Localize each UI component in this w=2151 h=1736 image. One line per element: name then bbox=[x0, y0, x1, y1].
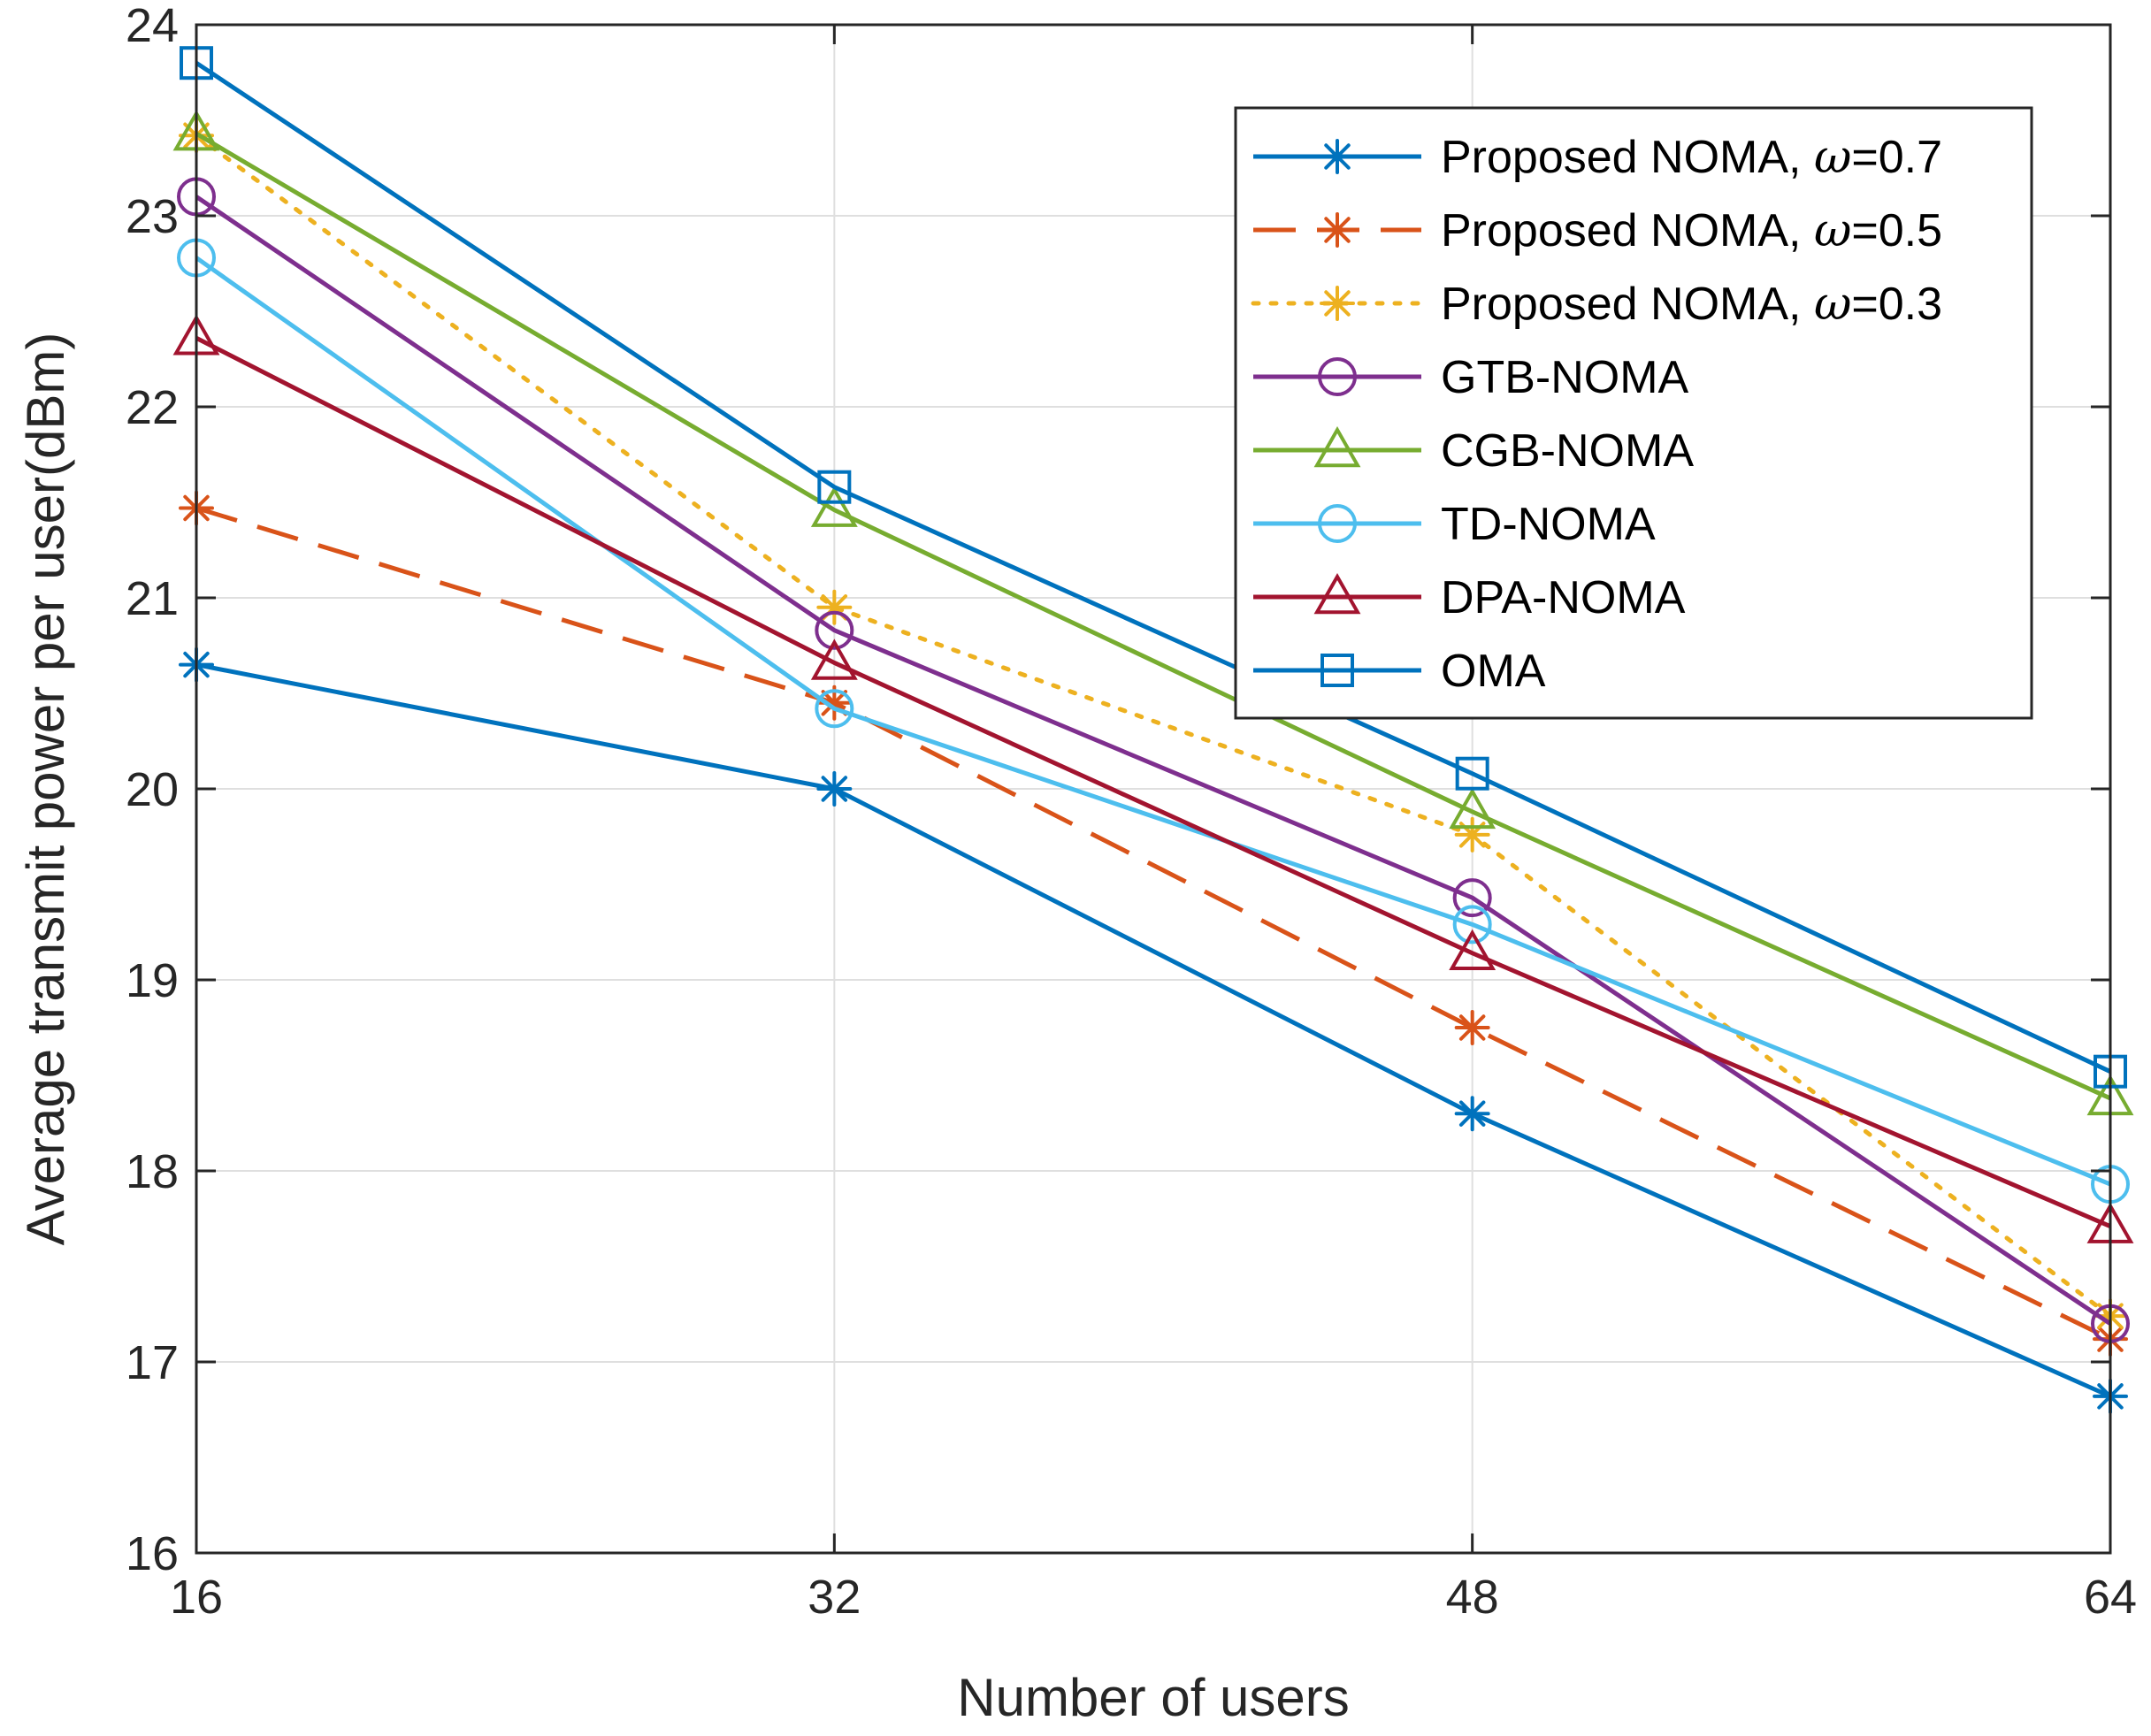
legend-item: TD-NOMA bbox=[1253, 499, 1656, 550]
data-point-marker bbox=[815, 610, 854, 650]
marker-stroke bbox=[1324, 143, 1351, 170]
data-point-marker bbox=[1454, 1010, 1490, 1045]
legend-label-text: GTB-NOMA bbox=[1441, 352, 1689, 403]
legend-marker bbox=[1318, 357, 1357, 396]
y-tick-label: 17 bbox=[126, 1336, 179, 1389]
marker-stroke bbox=[1458, 1100, 1486, 1127]
y-axis-label: Average transmit power per user(dBm) bbox=[16, 333, 75, 1246]
data-point-marker bbox=[1454, 816, 1490, 853]
x-tick-label: 64 bbox=[2084, 1571, 2137, 1624]
legend-label: OMA bbox=[1441, 646, 1546, 697]
series-line bbox=[195, 336, 2111, 1228]
y-tick-label: 24 bbox=[126, 0, 179, 52]
data-point-marker bbox=[815, 689, 854, 729]
legend-item: Proposed NOMA, ω=0.5 bbox=[1253, 204, 1942, 257]
data-point-marker bbox=[1452, 905, 1492, 944]
data-point-marker bbox=[1454, 1096, 1490, 1132]
marker-stroke bbox=[1324, 290, 1351, 317]
legend-label-text: TD-NOMA bbox=[1441, 499, 1656, 550]
y-tick-label: 16 bbox=[126, 1527, 179, 1580]
legend-box bbox=[1234, 106, 2033, 720]
legend-item: CGB-NOMA bbox=[1253, 425, 1694, 477]
legend-label-text: Proposed NOMA, bbox=[1441, 205, 1814, 256]
series-line bbox=[195, 256, 2111, 1187]
marker-stroke bbox=[821, 690, 848, 716]
data-point-marker bbox=[1452, 878, 1492, 918]
y-tick-label: 21 bbox=[126, 572, 179, 625]
legend-marker bbox=[1320, 654, 1354, 687]
legend-label-suffix: =0.7 bbox=[1851, 132, 1942, 183]
legend-marker bbox=[1320, 212, 1355, 248]
series-line bbox=[195, 195, 2112, 1326]
legend-label: CGB-NOMA bbox=[1441, 425, 1694, 477]
legend-label-text: OMA bbox=[1441, 646, 1546, 697]
legend-marker bbox=[1320, 286, 1355, 321]
x-tick-label: 32 bbox=[808, 1571, 861, 1624]
series-line bbox=[195, 662, 2112, 1399]
legend-item: DPA-NOMA bbox=[1253, 572, 1686, 623]
legend-label: GTB-NOMA bbox=[1441, 352, 1689, 403]
data-point-marker bbox=[810, 486, 858, 527]
series-line bbox=[195, 506, 2112, 1342]
series-line bbox=[195, 61, 2112, 1074]
marker-stroke bbox=[821, 776, 848, 802]
legend-label: DPA-NOMA bbox=[1441, 572, 1686, 623]
legend-label-text: Proposed NOMA, bbox=[1441, 132, 1814, 183]
legend-marker bbox=[1320, 139, 1355, 174]
y-tick-label: 18 bbox=[126, 1145, 179, 1198]
legend-label-text: CGB-NOMA bbox=[1441, 425, 1694, 477]
legend-label: Proposed NOMA, ω=0.7 bbox=[1441, 131, 1942, 184]
legend-item: OMA bbox=[1253, 646, 1546, 697]
legend-label-symbol: ω bbox=[1814, 204, 1851, 257]
legend-label: Proposed NOMA, ω=0.3 bbox=[1441, 278, 1942, 331]
y-tick-label: 22 bbox=[126, 381, 179, 434]
legend-item: Proposed NOMA, ω=0.7 bbox=[1253, 131, 1942, 184]
series-layer bbox=[172, 46, 2134, 1414]
legend-marker bbox=[1313, 425, 1361, 468]
legend-label: TD-NOMA bbox=[1441, 499, 1656, 550]
legend-label-text: DPA-NOMA bbox=[1441, 572, 1686, 623]
data-point-marker bbox=[816, 771, 853, 807]
legend-label-suffix: =0.5 bbox=[1851, 205, 1942, 256]
series-6 bbox=[177, 238, 2130, 1204]
legend-label-symbol: ω bbox=[1814, 278, 1851, 331]
y-tick-label: 20 bbox=[126, 763, 179, 816]
legend-label: Proposed NOMA, ω=0.5 bbox=[1441, 204, 1942, 257]
data-point-marker bbox=[1449, 929, 1497, 971]
legend-label-text: Proposed NOMA, bbox=[1441, 279, 1814, 330]
data-point-marker bbox=[1455, 756, 1489, 791]
data-point-marker bbox=[810, 639, 858, 680]
y-tick-label: 19 bbox=[126, 954, 179, 1007]
data-point-marker bbox=[1449, 787, 1497, 830]
series-line bbox=[194, 133, 2113, 1319]
legend-item: GTB-NOMA bbox=[1253, 352, 1689, 403]
x-tick-label: 48 bbox=[1446, 1571, 1499, 1624]
x-tick-label: 16 bbox=[170, 1571, 223, 1624]
series-7 bbox=[172, 314, 2134, 1243]
x-axis-label: Number of users bbox=[957, 1668, 1350, 1727]
legend-label-suffix: =0.3 bbox=[1851, 279, 1942, 330]
series-line bbox=[195, 131, 2112, 1101]
marker-stroke bbox=[1324, 217, 1351, 243]
legend-marker bbox=[1313, 572, 1361, 615]
legend-item: Proposed NOMA, ω=0.3 bbox=[1251, 278, 1942, 331]
data-point-marker bbox=[817, 470, 852, 504]
marker-stroke bbox=[1458, 1014, 1486, 1041]
legend-marker bbox=[1318, 504, 1357, 543]
legend-label-symbol: ω bbox=[1814, 131, 1851, 184]
y-tick-label: 23 bbox=[126, 190, 179, 243]
axis-ticks: 16 32 48 64 16 17 18 19 20 21 22 23 24 bbox=[126, 0, 2137, 1624]
